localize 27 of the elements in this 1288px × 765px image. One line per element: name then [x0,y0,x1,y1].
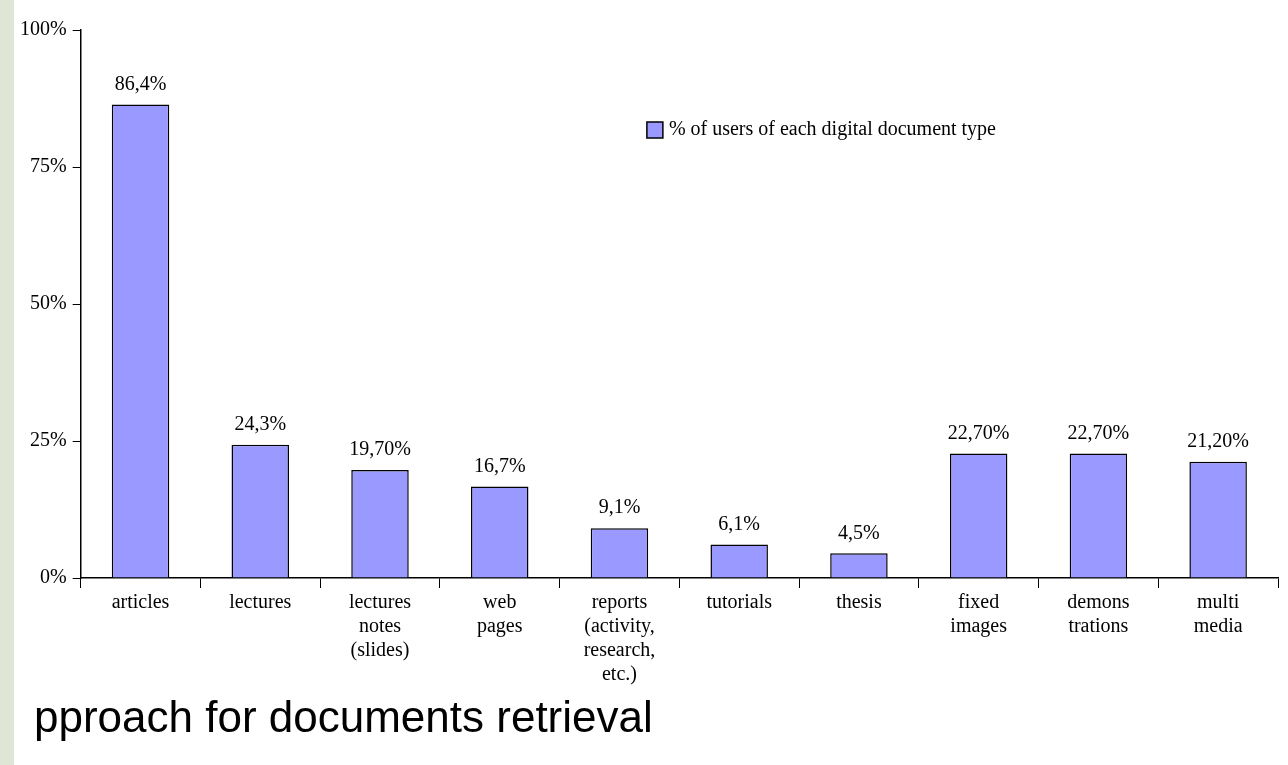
y-tick-label: 75% [29,154,67,177]
y-tick-label: 100% [19,17,67,40]
data-label: 16,7% [473,453,526,476]
data-label: 9,1% [598,495,641,518]
legend-label: % of users of each digital document type [668,117,997,141]
y-tick-label: 25% [29,428,67,451]
x-tick-label: demons trations [1067,590,1130,637]
x-tick-label: multi media [1193,590,1243,637]
x-tick-label: lectures notes (slides) [348,590,412,662]
data-label: 4,5% [838,520,880,543]
x-tick-label: fixed images [950,590,1008,638]
text: pproach for documents retrieval [34,692,653,742]
x-tick-label: lectures [229,590,292,613]
y-tick-label: 0% [39,565,67,588]
data-label: 22,70% [1067,420,1130,443]
x-tick-label: reports (activity, research, etc.) [583,590,656,686]
data-label: 86,4% [114,71,167,94]
x-tick-label: articles [111,590,170,613]
x-tick-label: thesis [836,590,882,613]
x-tick-label: tutorials [706,590,773,613]
y-tick-label: 50% [29,291,67,314]
data-label: 24,3% [234,412,287,435]
x-tick-label: web pages [476,590,523,638]
data-label: 22,70% [947,420,1010,443]
data-label: 21,20% [1187,429,1249,452]
data-label: 19,70% [349,437,411,460]
data-label: 6,1% [718,511,761,534]
